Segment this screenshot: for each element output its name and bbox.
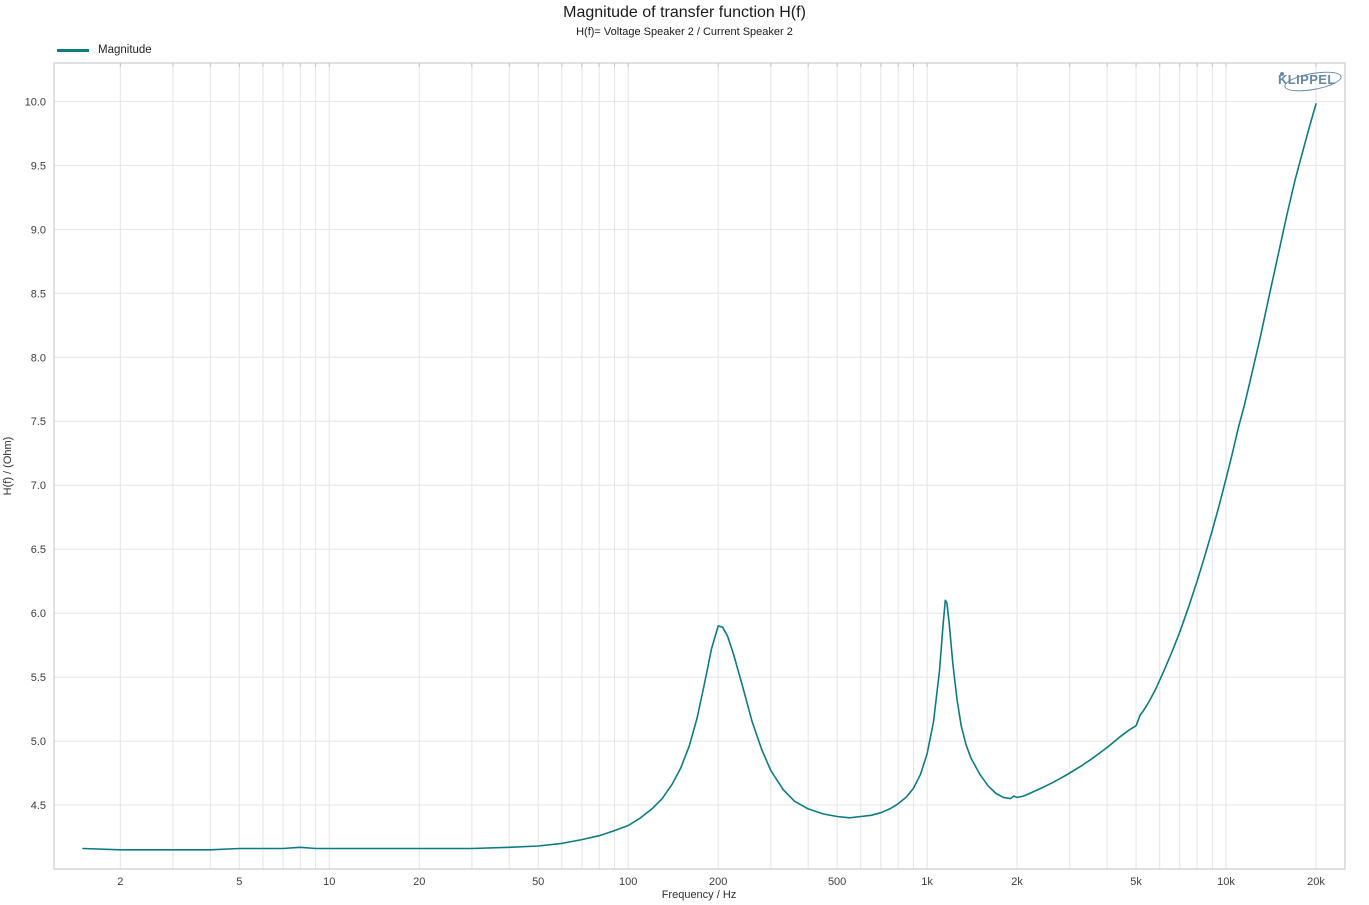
svg-text:10.0: 10.0 — [25, 96, 46, 108]
svg-text:500: 500 — [828, 876, 846, 888]
klippel-logo-text: KLIPPEL — [1278, 72, 1336, 87]
svg-text:7.0: 7.0 — [31, 480, 46, 492]
legend-line-swatch — [57, 48, 89, 52]
klippel-logo-dot — [1280, 72, 1284, 76]
legend-label: Magnitude — [98, 44, 152, 56]
svg-text:5.5: 5.5 — [31, 672, 46, 684]
svg-text:1k: 1k — [921, 876, 933, 888]
svg-text:6.5: 6.5 — [31, 544, 46, 556]
x-axis-title: Frequency / Hz — [661, 889, 737, 901]
svg-text:20k: 20k — [1307, 876, 1325, 888]
svg-text:4.5: 4.5 — [31, 800, 46, 812]
svg-text:10: 10 — [323, 876, 335, 888]
svg-text:8.5: 8.5 — [31, 288, 46, 300]
svg-text:2: 2 — [117, 876, 123, 888]
chart-subtitle: H(f)= Voltage Speaker 2 / Current Speake… — [576, 26, 793, 38]
chart-title: Magnitude of transfer function H(f) — [563, 4, 806, 21]
svg-text:2k: 2k — [1011, 876, 1023, 888]
svg-text:5k: 5k — [1130, 876, 1142, 888]
svg-text:9.0: 9.0 — [31, 224, 46, 236]
svg-text:100: 100 — [619, 876, 637, 888]
svg-text:8.0: 8.0 — [31, 352, 46, 364]
svg-text:20: 20 — [413, 876, 425, 888]
svg-text:200: 200 — [709, 876, 727, 888]
svg-text:5: 5 — [236, 876, 242, 888]
svg-text:50: 50 — [532, 876, 544, 888]
svg-text:9.5: 9.5 — [31, 160, 46, 172]
legend: Magnitude — [57, 44, 152, 56]
klippel-logo: KLIPPEL — [1278, 68, 1348, 96]
svg-text:7.5: 7.5 — [31, 416, 46, 428]
svg-text:10k: 10k — [1217, 876, 1235, 888]
svg-text:6.0: 6.0 — [31, 608, 46, 620]
svg-text:5.0: 5.0 — [31, 736, 46, 748]
